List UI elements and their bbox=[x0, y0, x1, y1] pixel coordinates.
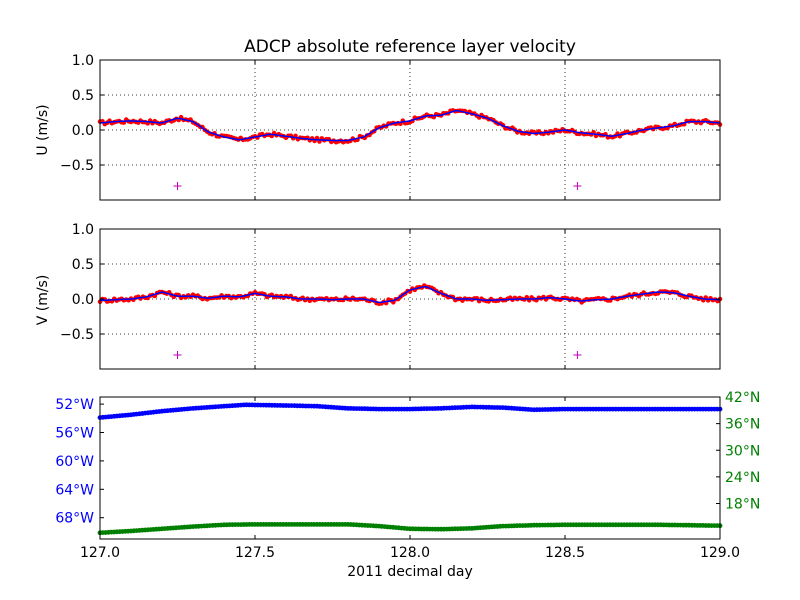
v-velocity-line bbox=[99, 285, 721, 304]
u-plus-marker bbox=[573, 182, 582, 190]
x-tick-label: 127.5 bbox=[235, 545, 275, 561]
v-axis-label: V (m/s) bbox=[35, 275, 51, 326]
x-tick-label: 129.0 bbox=[700, 545, 740, 561]
x-tick-label: 128.5 bbox=[545, 545, 585, 561]
u-y-tick-label: −0.5 bbox=[60, 158, 94, 174]
position-panel: 52°W 56°W 60°W 64°W 68°W 42°N 36°N 30°N 24°N 18°N… bbox=[55, 390, 760, 561]
chart-title: ADCP absolute reference layer velocity bbox=[244, 37, 576, 57]
u-y-tick-label: 0.0 bbox=[72, 123, 94, 139]
latitude-tick-label: 36°N bbox=[725, 417, 760, 433]
latitude-tick-label: 30°N bbox=[725, 443, 760, 459]
x-tick-label: 128.0 bbox=[390, 545, 430, 561]
u-plus-marker bbox=[173, 182, 182, 190]
v-plus-marker bbox=[573, 351, 582, 359]
v-plus-marker bbox=[173, 351, 182, 359]
v-y-tick-label: −0.5 bbox=[60, 327, 94, 343]
longitude-tick-label: 56°W bbox=[55, 426, 94, 442]
longitude-tick-label: 68°W bbox=[55, 511, 94, 527]
v-velocity-panel: V (m/s) 1.0 0.5 0.0 −0.5 bbox=[35, 222, 723, 370]
u-velocity-panel: U (m/s) 1.0 0.5 0.0 −0.5 bbox=[35, 53, 723, 201]
latitude-tick-label: 42°N bbox=[725, 390, 760, 406]
longitude-tick-label: 64°W bbox=[55, 482, 94, 498]
x-axis-label: 2011 decimal day bbox=[347, 564, 472, 580]
longitude-tick-label: 52°W bbox=[55, 397, 94, 413]
latitude-tick-label: 18°N bbox=[725, 497, 760, 513]
latitude-tick-label: 24°N bbox=[725, 470, 760, 486]
v-y-tick-label: 0.0 bbox=[72, 292, 94, 308]
u-velocity-line bbox=[99, 109, 721, 142]
u-axis-label: U (m/s) bbox=[35, 104, 51, 155]
v-y-tick-label: 1.0 bbox=[72, 222, 94, 238]
v-y-tick-label: 0.5 bbox=[72, 257, 94, 273]
u-y-tick-label: 0.5 bbox=[72, 88, 94, 104]
u-y-tick-label: 1.0 bbox=[72, 53, 94, 69]
x-tick-label: 127.0 bbox=[80, 545, 120, 561]
position-plot-frame bbox=[99, 396, 721, 540]
longitude-tick-label: 60°W bbox=[55, 454, 94, 470]
